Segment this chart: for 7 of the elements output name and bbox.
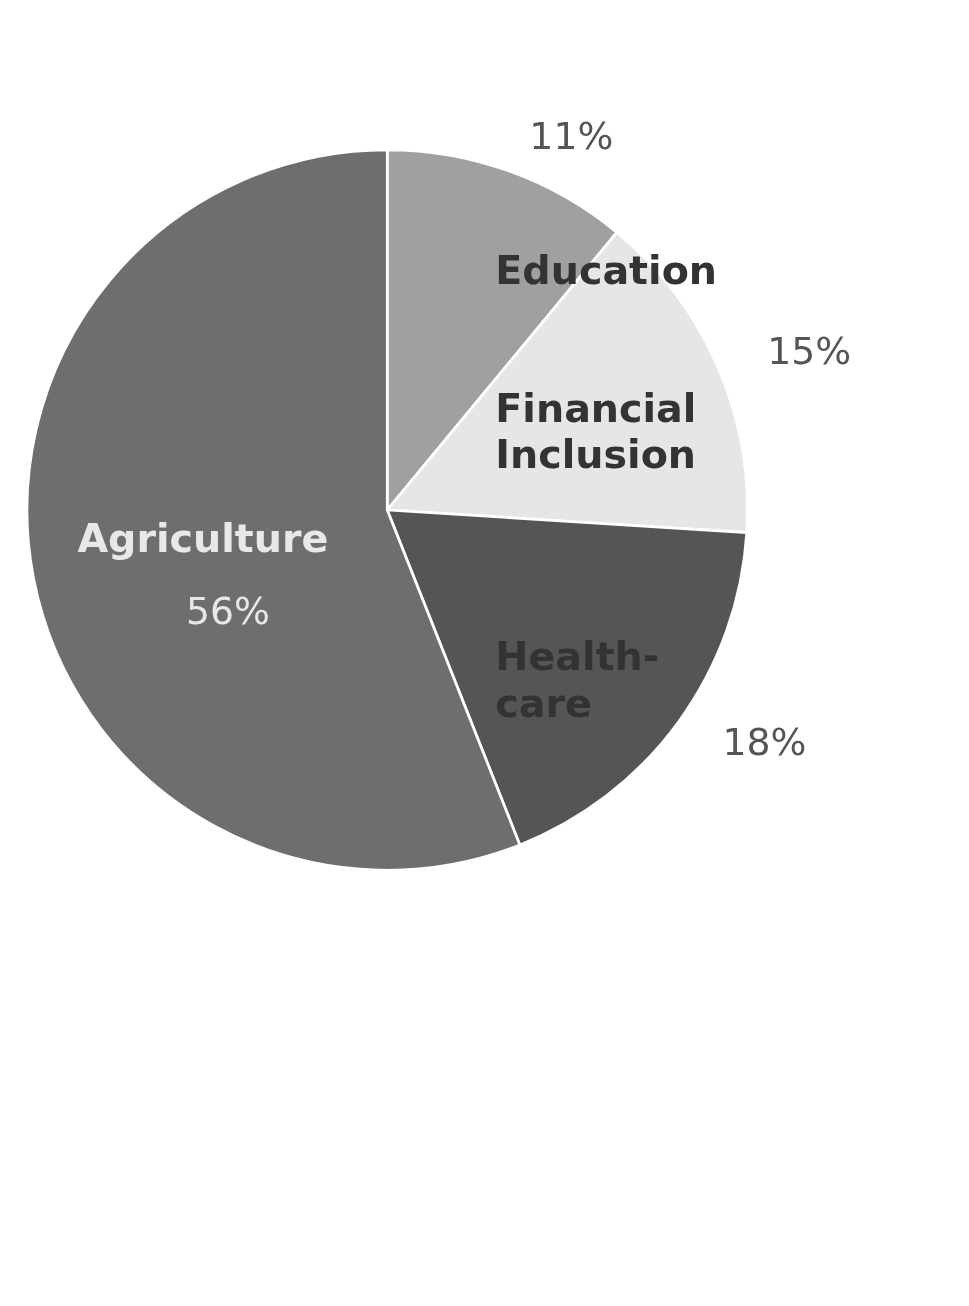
data-label: 56% — [185, 589, 271, 634]
slice-label: Education — [495, 247, 718, 294]
data-label: 15% — [767, 329, 852, 374]
data-label: 18% — [722, 719, 807, 764]
slice-label: Agriculture — [77, 515, 329, 562]
slice-label: Financial Inclusion — [495, 384, 697, 478]
data-label: 11% — [529, 113, 614, 158]
